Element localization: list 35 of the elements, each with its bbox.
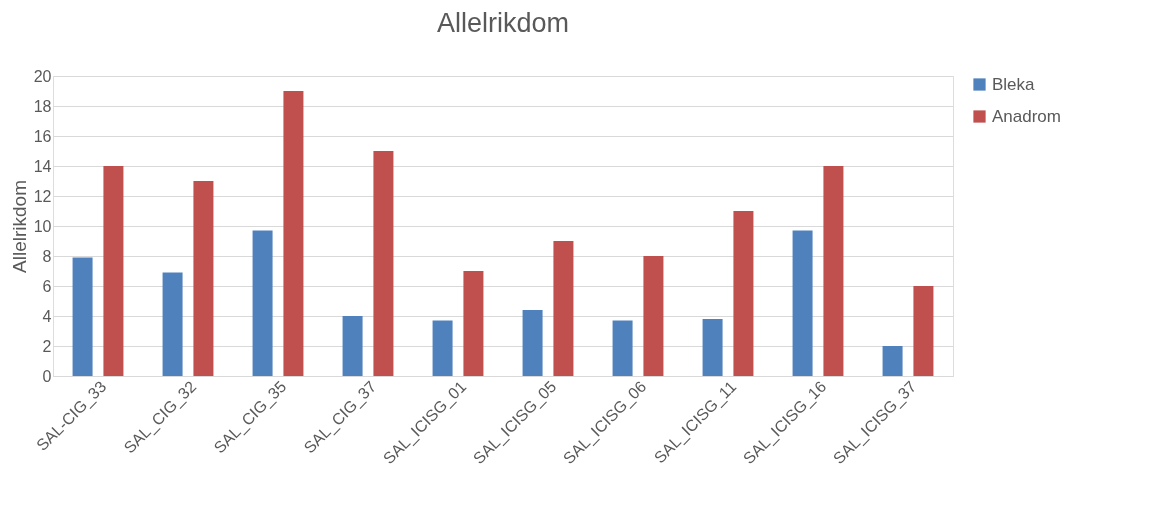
y-tick-label: 8 (42, 247, 52, 265)
bar (162, 272, 183, 376)
bar (612, 320, 633, 376)
bar (882, 346, 903, 376)
y-tick-label: 10 (33, 217, 52, 235)
bar (733, 211, 754, 376)
bar (373, 151, 394, 376)
bar (463, 271, 484, 376)
y-tick-label: 0 (42, 367, 52, 385)
y-axis-title: Allelrikdom (8, 180, 30, 273)
bar (72, 257, 93, 376)
legend-label: Bleka (992, 74, 1036, 94)
bar (702, 319, 723, 376)
bar (283, 91, 304, 376)
bar (432, 320, 453, 376)
y-tick-label: 14 (33, 157, 52, 175)
bar (103, 166, 124, 376)
bar (522, 310, 543, 376)
legend-label: Anadrom (992, 106, 1061, 126)
bar (252, 230, 273, 376)
y-tick-label: 16 (33, 127, 52, 145)
bar (913, 286, 934, 376)
bar (823, 166, 844, 376)
y-tick-label: 20 (33, 67, 52, 85)
y-tick-label: 2 (42, 337, 52, 355)
bar (792, 230, 813, 376)
chart-title: Allelrikdom (436, 8, 570, 38)
y-tick-label: 6 (42, 277, 52, 295)
y-tick-label: 18 (33, 97, 52, 115)
bar (643, 256, 664, 376)
y-tick-label: 12 (33, 187, 52, 205)
bar (553, 241, 574, 376)
bar (342, 316, 363, 376)
bar (193, 181, 214, 376)
y-tick-label: 4 (42, 307, 52, 325)
